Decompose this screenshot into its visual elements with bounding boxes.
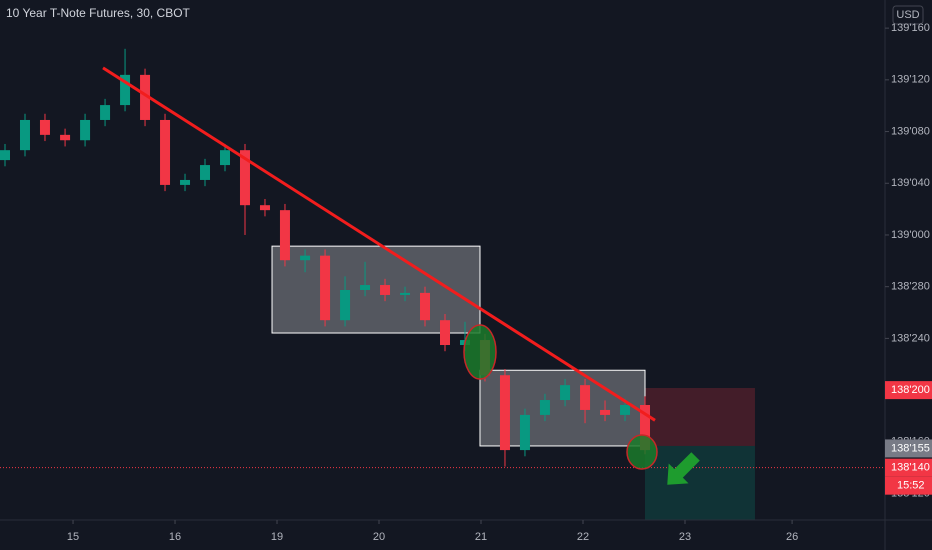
candle-body — [160, 119, 171, 185]
candle-body — [580, 385, 591, 410]
candle-body — [380, 285, 391, 295]
down-arrow — [667, 452, 700, 485]
price-label: 138'155 — [891, 442, 930, 454]
y-tick-label: 138'280 — [891, 281, 930, 293]
candle-body — [539, 400, 550, 415]
candle-body — [499, 375, 510, 451]
price-label: 138'200 — [891, 384, 930, 396]
candle-body — [19, 119, 30, 151]
y-tick-label: 139'040 — [891, 177, 930, 189]
candle-body — [140, 74, 151, 120]
y-tick-label: 139'000 — [891, 229, 930, 241]
candle-body — [360, 285, 371, 290]
highlight-ellipse — [463, 324, 497, 380]
candle-body — [219, 150, 230, 166]
currency: USD — [896, 9, 919, 21]
candle-body — [80, 119, 91, 141]
countdown: 15:52 — [897, 480, 925, 492]
target-zone — [645, 445, 755, 520]
x-tick-label: 23 — [679, 531, 691, 543]
candle-body — [400, 292, 411, 295]
highlight-ellipse — [626, 434, 658, 470]
candle-body — [100, 105, 111, 120]
y-tick-label: 139'080 — [891, 125, 930, 137]
price-label-box — [885, 381, 932, 400]
y-tick-label: 138'240 — [891, 332, 930, 344]
price-label-box — [885, 439, 932, 458]
candle-body — [600, 409, 611, 415]
price-label: 138'140 — [891, 462, 930, 474]
arrow-shape — [667, 452, 700, 485]
candle-body — [279, 210, 290, 261]
candle-body — [320, 255, 331, 321]
countdown-box — [885, 476, 932, 495]
candle-body — [340, 289, 351, 321]
candle-body — [420, 292, 431, 321]
candle-body — [640, 404, 651, 451]
price-label-box — [885, 458, 932, 477]
x-tick-label: 26 — [786, 531, 798, 543]
currency-box — [892, 5, 924, 25]
candle-body — [60, 134, 71, 141]
x-tick-label: 19 — [271, 531, 283, 543]
candle-body — [620, 404, 631, 415]
stop-zone — [645, 388, 755, 446]
y-tick-label: 139'160 — [891, 22, 930, 34]
y-tick-label: 139'120 — [891, 74, 930, 86]
candle-body — [439, 320, 450, 346]
x-tick-label: 22 — [577, 531, 589, 543]
candle-body — [120, 74, 131, 106]
candle-body — [560, 385, 571, 401]
candle-body — [259, 205, 270, 211]
x-tick-label: 15 — [67, 531, 79, 543]
plot-area — [0, 48, 885, 520]
candle-body — [39, 119, 50, 135]
trendline — [102, 66, 656, 422]
candle-body — [200, 165, 211, 180]
x-tick-label: 16 — [169, 531, 181, 543]
candle-body — [239, 150, 250, 206]
x-tick-label: 20 — [373, 531, 385, 543]
candle-body — [0, 150, 10, 161]
x-tick-label: 21 — [475, 531, 487, 543]
chart-title: 10 Year T-Note Futures, 30, CBOT — [6, 6, 191, 20]
candle-body — [180, 179, 191, 185]
candle-body — [519, 414, 530, 451]
candle-body — [300, 255, 311, 261]
